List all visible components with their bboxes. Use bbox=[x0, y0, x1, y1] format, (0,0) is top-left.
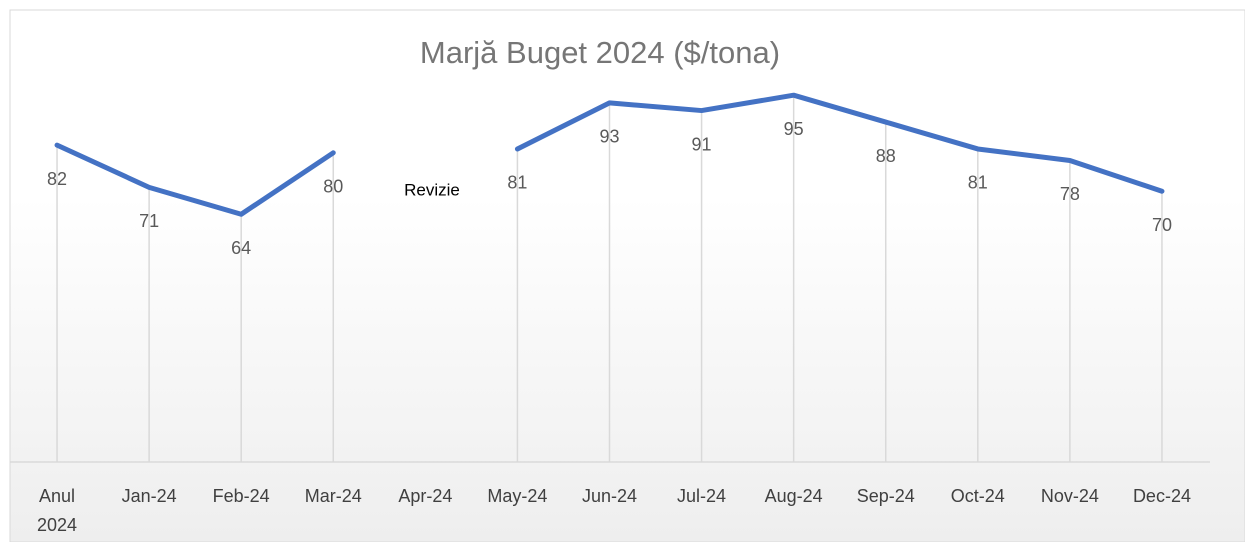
x-tick-label: Nov-24 bbox=[1040, 486, 1099, 506]
data-label: 81 bbox=[968, 173, 988, 193]
data-label: 78 bbox=[1060, 184, 1080, 204]
chart-area bbox=[9, 9, 1245, 542]
x-tick-label: Aug-24 bbox=[764, 486, 823, 506]
x-tick-label: Jul-24 bbox=[677, 486, 727, 506]
x-tick-label: Anul 2024 bbox=[37, 486, 78, 535]
x-tick-label: Feb-24 bbox=[212, 486, 270, 506]
data-label: 80 bbox=[323, 177, 343, 197]
x-tick-label: Oct-24 bbox=[950, 486, 1005, 506]
x-tick-label: Apr-24 bbox=[398, 486, 453, 506]
x-tick-label: Sep-24 bbox=[856, 486, 915, 506]
data-label: 91 bbox=[692, 134, 712, 154]
data-label: 70 bbox=[1152, 215, 1172, 235]
x-tick-label: Mar-24 bbox=[304, 486, 362, 506]
chart-title: Marjă Buget 2024 ($/tona) bbox=[420, 35, 780, 70]
x-tick-label: Dec-24 bbox=[1132, 486, 1191, 506]
data-label: 82 bbox=[47, 169, 67, 189]
x-tick-label: May-24 bbox=[487, 486, 548, 506]
data-label: 95 bbox=[784, 119, 804, 139]
data-label: 81 bbox=[507, 173, 527, 193]
data-label: 71 bbox=[139, 211, 159, 231]
x-tick-label: Jun-24 bbox=[581, 486, 638, 506]
data-label: 93 bbox=[599, 127, 619, 147]
data-label: 88 bbox=[876, 146, 896, 166]
data-label: 64 bbox=[231, 238, 251, 258]
annotation: Revizie bbox=[404, 180, 460, 199]
x-tick-label: Jan-24 bbox=[121, 486, 177, 506]
line-series bbox=[54, 92, 1165, 217]
